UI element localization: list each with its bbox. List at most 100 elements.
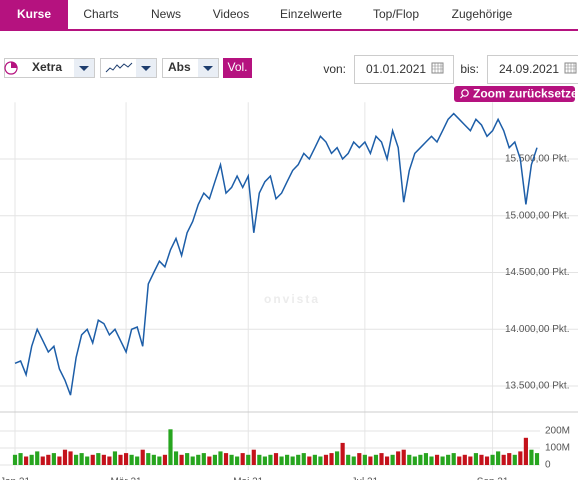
x-tick-label: Jan 21 (0, 477, 30, 480)
x-tick-label: Mai 21 (233, 477, 263, 480)
active-tab-bg (0, 0, 68, 30)
volume-bar (379, 453, 384, 465)
from-label: von: (323, 62, 346, 76)
volume-bar (368, 456, 373, 465)
volume-button[interactable] (223, 58, 252, 78)
volume-bar (129, 454, 134, 465)
y-tick-label: 15.000,00 Pkt. (505, 210, 570, 221)
volume-bar (384, 456, 390, 465)
volume-bar (307, 456, 312, 465)
volume-bar (423, 453, 429, 465)
volume-bar (107, 456, 112, 465)
y2-tick-label: 100M (545, 443, 570, 454)
y-tick-label: 14.000,00 Pkt. (505, 324, 570, 335)
volume-bar (512, 454, 517, 465)
volume-bar (418, 454, 423, 465)
volume-bar (96, 453, 101, 465)
volume-bar (246, 454, 251, 465)
volume-bar (251, 449, 256, 465)
volume-bar (479, 454, 484, 465)
tab[interactable]: Videos (213, 7, 249, 21)
volume-bar (190, 456, 195, 465)
volume-bar (523, 437, 528, 465)
volume-bar (40, 456, 45, 465)
volume-bar (490, 454, 495, 465)
scale-label: Abs (168, 60, 191, 74)
y-tick-label: 15.500,00 Pkt. (505, 154, 570, 165)
volume-bar (296, 454, 301, 465)
x-tick-label: Mär 21 (111, 477, 143, 480)
volume-bar (173, 451, 179, 465)
volume-bar (12, 454, 18, 465)
volume-bar (46, 454, 51, 465)
volume-bar (457, 456, 462, 465)
volume-bar (29, 454, 34, 465)
volume-bar (196, 454, 201, 465)
volume-bar (346, 454, 351, 465)
volume-bar (135, 456, 140, 465)
from-input[interactable] (354, 55, 454, 84)
volume-bar (24, 456, 29, 465)
volume-bar (207, 456, 212, 465)
volume-bar (229, 454, 234, 465)
volume-bar (79, 453, 84, 465)
volume-bar (496, 451, 501, 465)
volume-bar (390, 454, 395, 465)
volume-bar (335, 451, 340, 465)
volume-bar (285, 454, 290, 465)
volume-bar (351, 456, 356, 465)
volume-bar (62, 449, 68, 465)
watermark: onvista (264, 292, 320, 306)
volume-bar (262, 456, 267, 465)
y-tick-label: 13.500,00 Pkt. (505, 381, 570, 392)
to-date: 24.09.2021 (499, 62, 559, 76)
volume-bar (146, 453, 151, 465)
y2-tick-label: 0 (545, 460, 551, 471)
volume-bar (440, 456, 445, 465)
tab[interactable]: News (151, 7, 181, 21)
volume-bar (35, 451, 40, 465)
y2-tick-label: 200M (545, 426, 570, 437)
volume-bar (507, 453, 512, 465)
volume-bar (212, 454, 217, 465)
x-tick-label: Jul 21 (352, 477, 379, 480)
volume-bar (57, 456, 62, 465)
volume-bar (90, 454, 95, 465)
volume-bar (484, 456, 490, 465)
volume-bar (462, 454, 467, 465)
volume-bar (373, 454, 379, 465)
volume-bar (401, 449, 406, 465)
volume-bar (518, 451, 523, 465)
tab[interactable]: Kurse (17, 7, 51, 21)
volume-bar (201, 453, 206, 465)
volume-bar (112, 451, 118, 465)
volume-bar (312, 454, 317, 465)
volume-bar (18, 453, 23, 465)
zoom-reset-label: Zoom zurücksetzen (473, 87, 578, 101)
volume-bar (273, 453, 279, 465)
volume-bar (412, 456, 417, 465)
x-tick-label: Sep 21 (477, 477, 509, 480)
volume-bar (279, 456, 284, 465)
price-line (14, 112, 538, 396)
volume-bar (434, 454, 440, 465)
to-label: bis: (460, 62, 479, 76)
volume-bar (501, 454, 506, 465)
tab[interactable]: Charts (83, 7, 118, 21)
tab[interactable]: Einzelwerte (280, 7, 342, 21)
zoom-reset-button[interactable] (454, 86, 575, 102)
from-date: 01.01.2021 (366, 62, 426, 76)
volume-bar (257, 454, 262, 465)
to-input[interactable] (487, 55, 578, 84)
tab[interactable]: Top/Flop (373, 7, 419, 21)
volume-bar (323, 454, 329, 465)
tab[interactable]: Zugehörige (452, 7, 513, 21)
volume-bar (162, 454, 168, 465)
volume-bar (151, 454, 156, 465)
volume-bar (68, 451, 73, 465)
volume-bar (85, 456, 90, 465)
volume-bar (301, 453, 306, 465)
volume-bar (429, 456, 434, 465)
volume-bar (340, 442, 345, 465)
